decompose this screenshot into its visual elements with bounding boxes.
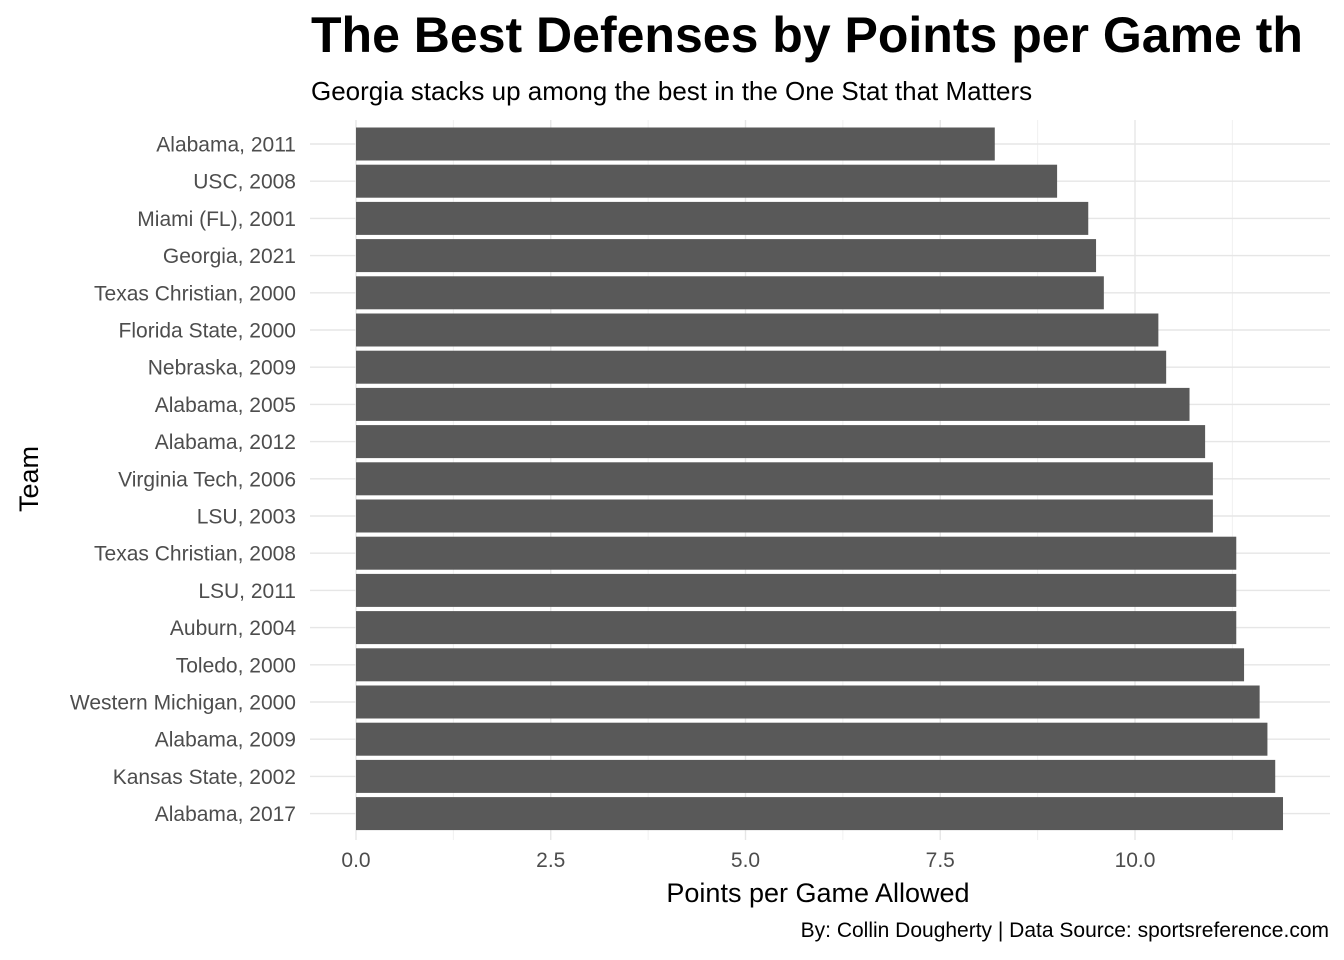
x-tick-label: 10.0 xyxy=(1115,849,1156,872)
bars xyxy=(356,127,1284,831)
bar xyxy=(356,759,1276,793)
y-tick-label: LSU, 2003 xyxy=(197,506,296,529)
y-tick-label: Miami (FL), 2001 xyxy=(137,208,296,231)
bar xyxy=(356,648,1245,682)
bar xyxy=(356,685,1260,719)
bar xyxy=(356,350,1167,384)
y-tick-label: Alabama, 2011 xyxy=(156,134,296,157)
bar xyxy=(356,797,1284,831)
chart-title: The Best Defenses by Points per Game th xyxy=(311,7,1303,63)
bar xyxy=(356,239,1097,273)
y-tick-label: Alabama, 2012 xyxy=(155,431,296,454)
y-tick-label: Alabama, 2017 xyxy=(155,803,296,826)
bar xyxy=(356,573,1237,607)
y-tick-label: Kansas State, 2002 xyxy=(113,766,296,789)
bar xyxy=(356,201,1089,235)
bar xyxy=(356,462,1213,496)
bar xyxy=(356,164,1058,198)
y-tick-label: Texas Christian, 2000 xyxy=(94,282,296,305)
chart-caption: By: Collin Dougherty | Data Source: spor… xyxy=(800,919,1329,942)
chart-subtitle: Georgia stacks up among the best in the … xyxy=(311,76,1033,106)
bar xyxy=(356,387,1190,421)
y-tick-label: Florida State, 2000 xyxy=(119,320,296,343)
bar xyxy=(356,276,1104,310)
bar xyxy=(356,127,995,161)
y-tick-label: Alabama, 2009 xyxy=(155,729,296,752)
bar xyxy=(356,313,1159,347)
bar xyxy=(356,611,1237,645)
y-tick-label: USC, 2008 xyxy=(193,171,296,194)
y-tick-label: Toledo, 2000 xyxy=(176,654,296,677)
y-tick-label: Auburn, 2004 xyxy=(170,617,296,640)
x-tick-label: 7.5 xyxy=(926,849,955,872)
x-tick-label: 0.0 xyxy=(341,849,370,872)
bar xyxy=(356,722,1268,756)
y-tick-label: Georgia, 2021 xyxy=(163,245,296,268)
x-axis-title: Points per Game Allowed xyxy=(666,878,969,908)
y-tick-label: LSU, 2011 xyxy=(198,580,296,603)
y-axis-title: Team xyxy=(14,446,44,512)
x-tick-labels: 0.0 2.5 5.0 7.5 10.0 xyxy=(341,849,1155,872)
bar xyxy=(356,425,1206,459)
x-tick-label: 2.5 xyxy=(536,849,565,872)
bar xyxy=(356,499,1213,533)
y-tick-labels: Alabama, 2011 USC, 2008 Miami (FL), 2001 Ge… xyxy=(70,134,296,827)
bar xyxy=(356,536,1237,570)
x-tick-label: 5.0 xyxy=(731,849,760,872)
y-tick-label: Nebraska, 2009 xyxy=(148,357,296,380)
y-tick-label: Virginia Tech, 2006 xyxy=(118,468,296,491)
y-tick-label: Western Michigan, 2000 xyxy=(70,692,296,715)
y-tick-label: Texas Christian, 2008 xyxy=(94,543,296,566)
y-tick-label: Alabama, 2005 xyxy=(155,394,296,417)
